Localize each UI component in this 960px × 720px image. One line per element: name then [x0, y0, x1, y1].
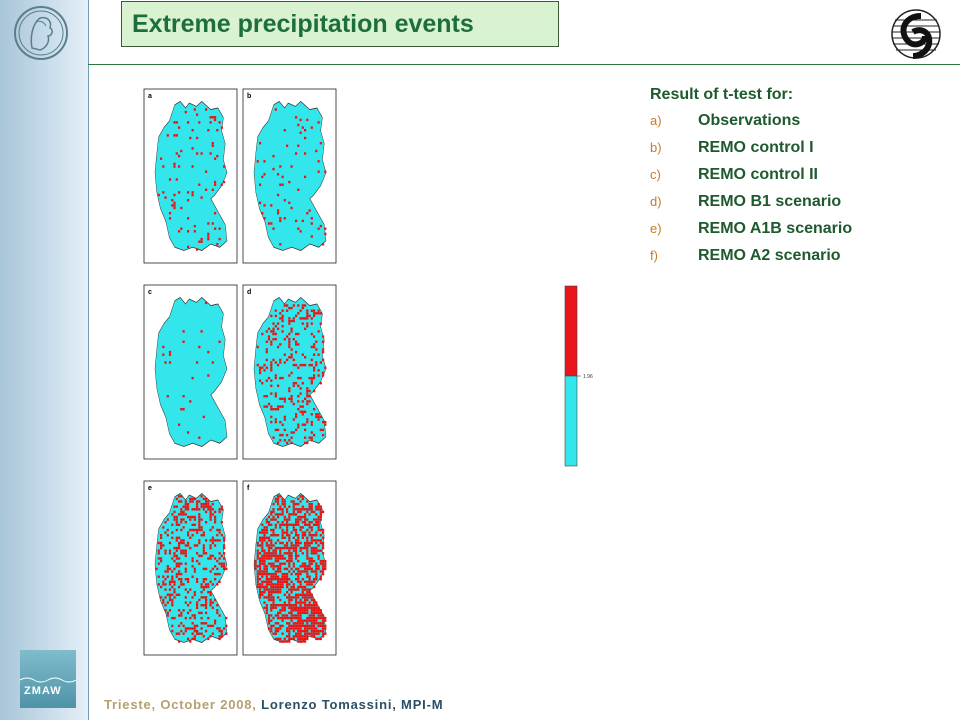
legend-label: Observations [698, 112, 801, 129]
significant-cells [254, 495, 327, 643]
sidebar-divider [88, 0, 89, 720]
panel-letter: c [148, 289, 152, 296]
legend-label: REMO A2 scenario [698, 247, 841, 264]
legend-block: Result of t-test for: a) Observations b)… [650, 86, 950, 274]
legend-label: REMO control II [698, 166, 818, 183]
zmaw-logo-icon: ZMAW [20, 650, 76, 708]
colorbar-significant [564, 285, 578, 377]
colorbar-not-significant [564, 375, 578, 467]
legend-item: b) REMO control I [650, 139, 950, 166]
legend-letter: b) [650, 140, 662, 155]
significant-cells [256, 108, 327, 246]
zmaw-logo-text: ZMAW [24, 685, 62, 697]
significant-cells [256, 304, 327, 445]
panel-letter: d [247, 289, 251, 296]
legend-letter: a) [650, 113, 662, 128]
legend-letter: c) [650, 167, 661, 182]
colorbar-tick-label: 1.96 [583, 374, 593, 380]
map-panel-f: f [242, 480, 337, 656]
legend-label: REMO control I [698, 139, 814, 156]
slide-title: Extreme precipitation events [132, 10, 474, 38]
institute-logo-icon [891, 9, 941, 59]
legend-letter: f) [650, 248, 658, 263]
significant-cells [157, 108, 226, 251]
title-box: Extreme precipitation events [121, 1, 559, 47]
panel-letter: b [247, 93, 251, 100]
legend-item: c) REMO control II [650, 166, 950, 193]
colorbar: 1.96 [564, 285, 593, 467]
map-panel-a: a [143, 88, 238, 264]
map-panel-e: e [143, 480, 238, 656]
legend-label: REMO B1 scenario [698, 193, 842, 210]
significant-cells [155, 495, 228, 643]
footer-place-date: Trieste, October 2008, [104, 697, 262, 712]
legend-heading: Result of t-test for: [650, 86, 794, 103]
panel-letter: e [148, 485, 152, 492]
footer-author: Lorenzo Tomassini, MPI-M [261, 697, 444, 712]
panel-letter: a [148, 93, 152, 100]
footer: Trieste, October 2008, Lorenzo Tomassini… [104, 697, 443, 712]
legend-letter: d) [650, 194, 662, 209]
panel-letter: f [247, 485, 250, 492]
significant-cells [162, 301, 221, 439]
legend-label: REMO A1B scenario [698, 220, 853, 237]
legend-item: a) Observations [650, 112, 950, 139]
germany-land [154, 297, 228, 447]
map-panel-b: b [242, 88, 337, 264]
sidebar-band [0, 0, 88, 720]
legend-letter: e) [650, 221, 662, 236]
germany-significance-maps: a b c d e f 1.96 [143, 88, 593, 656]
legend-item: d) REMO B1 scenario [650, 193, 950, 220]
legend-item: f) REMO A2 scenario [650, 247, 950, 274]
map-panel-c: c [143, 284, 238, 460]
map-panel-d: d [242, 284, 337, 460]
mpg-minerva-logo-icon [14, 6, 68, 60]
germany-land [154, 101, 228, 251]
title-rule [88, 64, 960, 65]
legend-item: e) REMO A1B scenario [650, 220, 950, 247]
